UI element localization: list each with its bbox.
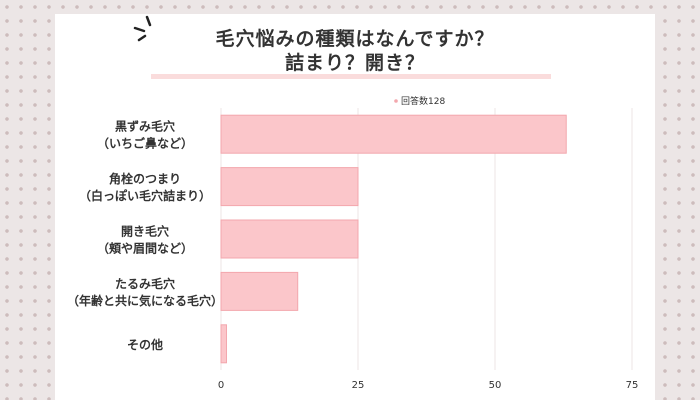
category-label: （白っぽい毛穴詰まり）: [79, 188, 211, 203]
category-label: （頬や眉間など）: [97, 241, 193, 256]
x-tick-label: 50: [489, 380, 502, 391]
bar: [220, 324, 227, 364]
category-label: その他: [127, 337, 163, 352]
chart-title-line2: 詰まり？開き？: [284, 52, 425, 74]
category-label: たるみ毛穴: [115, 276, 175, 291]
category-label: （いちご鼻など）: [97, 136, 193, 151]
category-label: （年齢と共に気になる毛穴）: [67, 293, 223, 308]
chart-card: 毛穴悩みの種類はなんですか？ 詰まり？開き？: [55, 14, 655, 400]
category-label: 黒ずみ毛穴: [115, 119, 175, 134]
bar: [220, 219, 359, 259]
category-label: 開き毛穴: [121, 224, 169, 239]
x-tick-label: 75: [626, 380, 639, 391]
x-tick-label: 25: [352, 380, 365, 391]
chart-title-line1: 毛穴悩みの種類はなんですか？: [215, 28, 495, 50]
bar: [220, 114, 567, 154]
legend-marker: [394, 99, 398, 103]
bar: [220, 271, 299, 311]
accent-strokes-icon: [133, 15, 152, 42]
x-tick-label: 0: [218, 380, 224, 391]
category-label: 角栓のつまり: [109, 171, 181, 186]
bar: [220, 167, 359, 207]
title-underline: [151, 74, 551, 79]
legend-label: 回答数128: [401, 95, 445, 107]
